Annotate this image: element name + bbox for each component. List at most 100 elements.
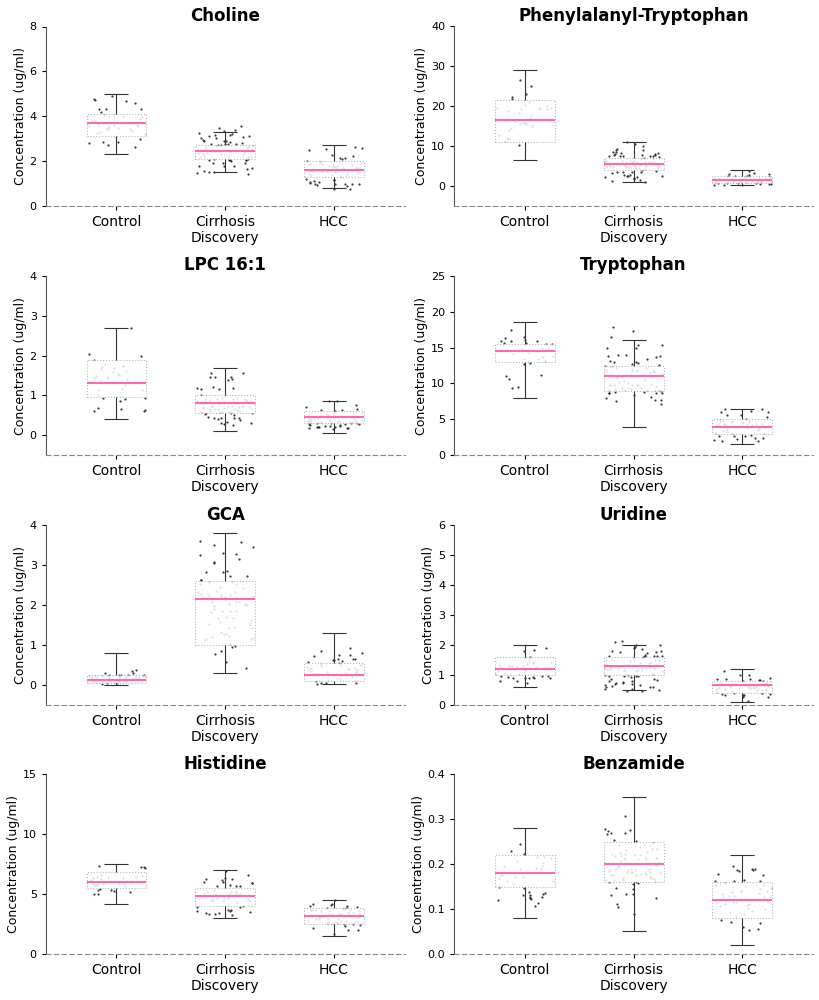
Point — [198, 632, 211, 648]
Point — [342, 661, 355, 677]
Point — [532, 101, 545, 117]
Point — [113, 668, 126, 684]
Point — [641, 154, 654, 170]
Point — [631, 337, 644, 353]
Point — [505, 658, 518, 674]
Point — [752, 881, 765, 897]
Point — [634, 164, 647, 180]
Point — [191, 165, 204, 181]
Point — [522, 650, 535, 666]
Point — [226, 394, 239, 410]
Point — [224, 587, 237, 603]
Point — [758, 170, 771, 186]
Point — [351, 415, 364, 431]
Point — [524, 107, 537, 123]
Point — [202, 152, 215, 168]
Point — [219, 591, 232, 607]
Point — [328, 172, 341, 188]
Point — [233, 899, 247, 915]
Point — [598, 358, 611, 374]
Point — [229, 883, 242, 899]
Point — [303, 898, 316, 914]
Point — [707, 432, 720, 448]
Point — [708, 174, 721, 190]
Point — [301, 414, 314, 430]
Point — [510, 659, 523, 675]
Point — [310, 676, 324, 692]
Point — [528, 659, 541, 675]
Point — [751, 921, 764, 937]
Point — [242, 128, 256, 144]
Point — [605, 652, 618, 668]
Point — [197, 146, 210, 162]
Point — [229, 594, 242, 610]
Point — [616, 164, 629, 180]
Point — [113, 393, 126, 409]
Point — [115, 381, 129, 397]
Point — [107, 107, 120, 123]
Point — [635, 641, 648, 657]
Point — [754, 685, 767, 701]
Point — [341, 898, 354, 914]
Point — [508, 869, 521, 885]
Bar — [603, 158, 663, 170]
Point — [118, 670, 131, 686]
Point — [515, 341, 528, 357]
Point — [247, 589, 260, 605]
Point — [343, 902, 356, 918]
Point — [741, 667, 754, 683]
Point — [605, 165, 618, 181]
Point — [83, 668, 96, 684]
Point — [201, 145, 214, 161]
Point — [527, 898, 541, 914]
Point — [604, 887, 617, 903]
Point — [609, 393, 622, 409]
Point — [349, 160, 362, 176]
Point — [239, 660, 252, 676]
Point — [652, 348, 665, 364]
Point — [350, 899, 363, 915]
Point — [95, 115, 108, 131]
Point — [618, 886, 631, 902]
Point — [711, 175, 724, 191]
Point — [224, 404, 237, 420]
Point — [623, 153, 636, 169]
Point — [603, 377, 616, 393]
Point — [629, 833, 642, 849]
Point — [240, 140, 253, 156]
Point — [758, 675, 771, 691]
Point — [97, 134, 110, 150]
Point — [741, 167, 754, 183]
Point — [737, 872, 750, 888]
Point — [716, 416, 729, 432]
Point — [226, 380, 239, 396]
Point — [756, 430, 769, 446]
Point — [225, 907, 238, 923]
Point — [644, 870, 657, 886]
Point — [732, 418, 745, 434]
Point — [210, 411, 224, 427]
Point — [321, 911, 334, 927]
Point — [619, 154, 632, 170]
Point — [352, 176, 365, 192]
Point — [522, 670, 535, 686]
Point — [355, 645, 368, 661]
Point — [647, 364, 660, 380]
Point — [753, 873, 766, 889]
Bar — [304, 663, 364, 681]
Point — [343, 640, 356, 656]
Point — [500, 342, 514, 358]
Point — [209, 369, 222, 385]
Point — [624, 669, 637, 685]
Point — [741, 168, 754, 184]
Point — [762, 169, 775, 185]
Point — [715, 433, 728, 449]
Point — [542, 670, 555, 686]
Point — [204, 369, 217, 385]
Point — [717, 177, 730, 193]
Point — [310, 911, 323, 927]
Point — [638, 153, 651, 169]
Point — [310, 177, 323, 193]
Point — [763, 686, 776, 702]
Point — [603, 661, 616, 677]
